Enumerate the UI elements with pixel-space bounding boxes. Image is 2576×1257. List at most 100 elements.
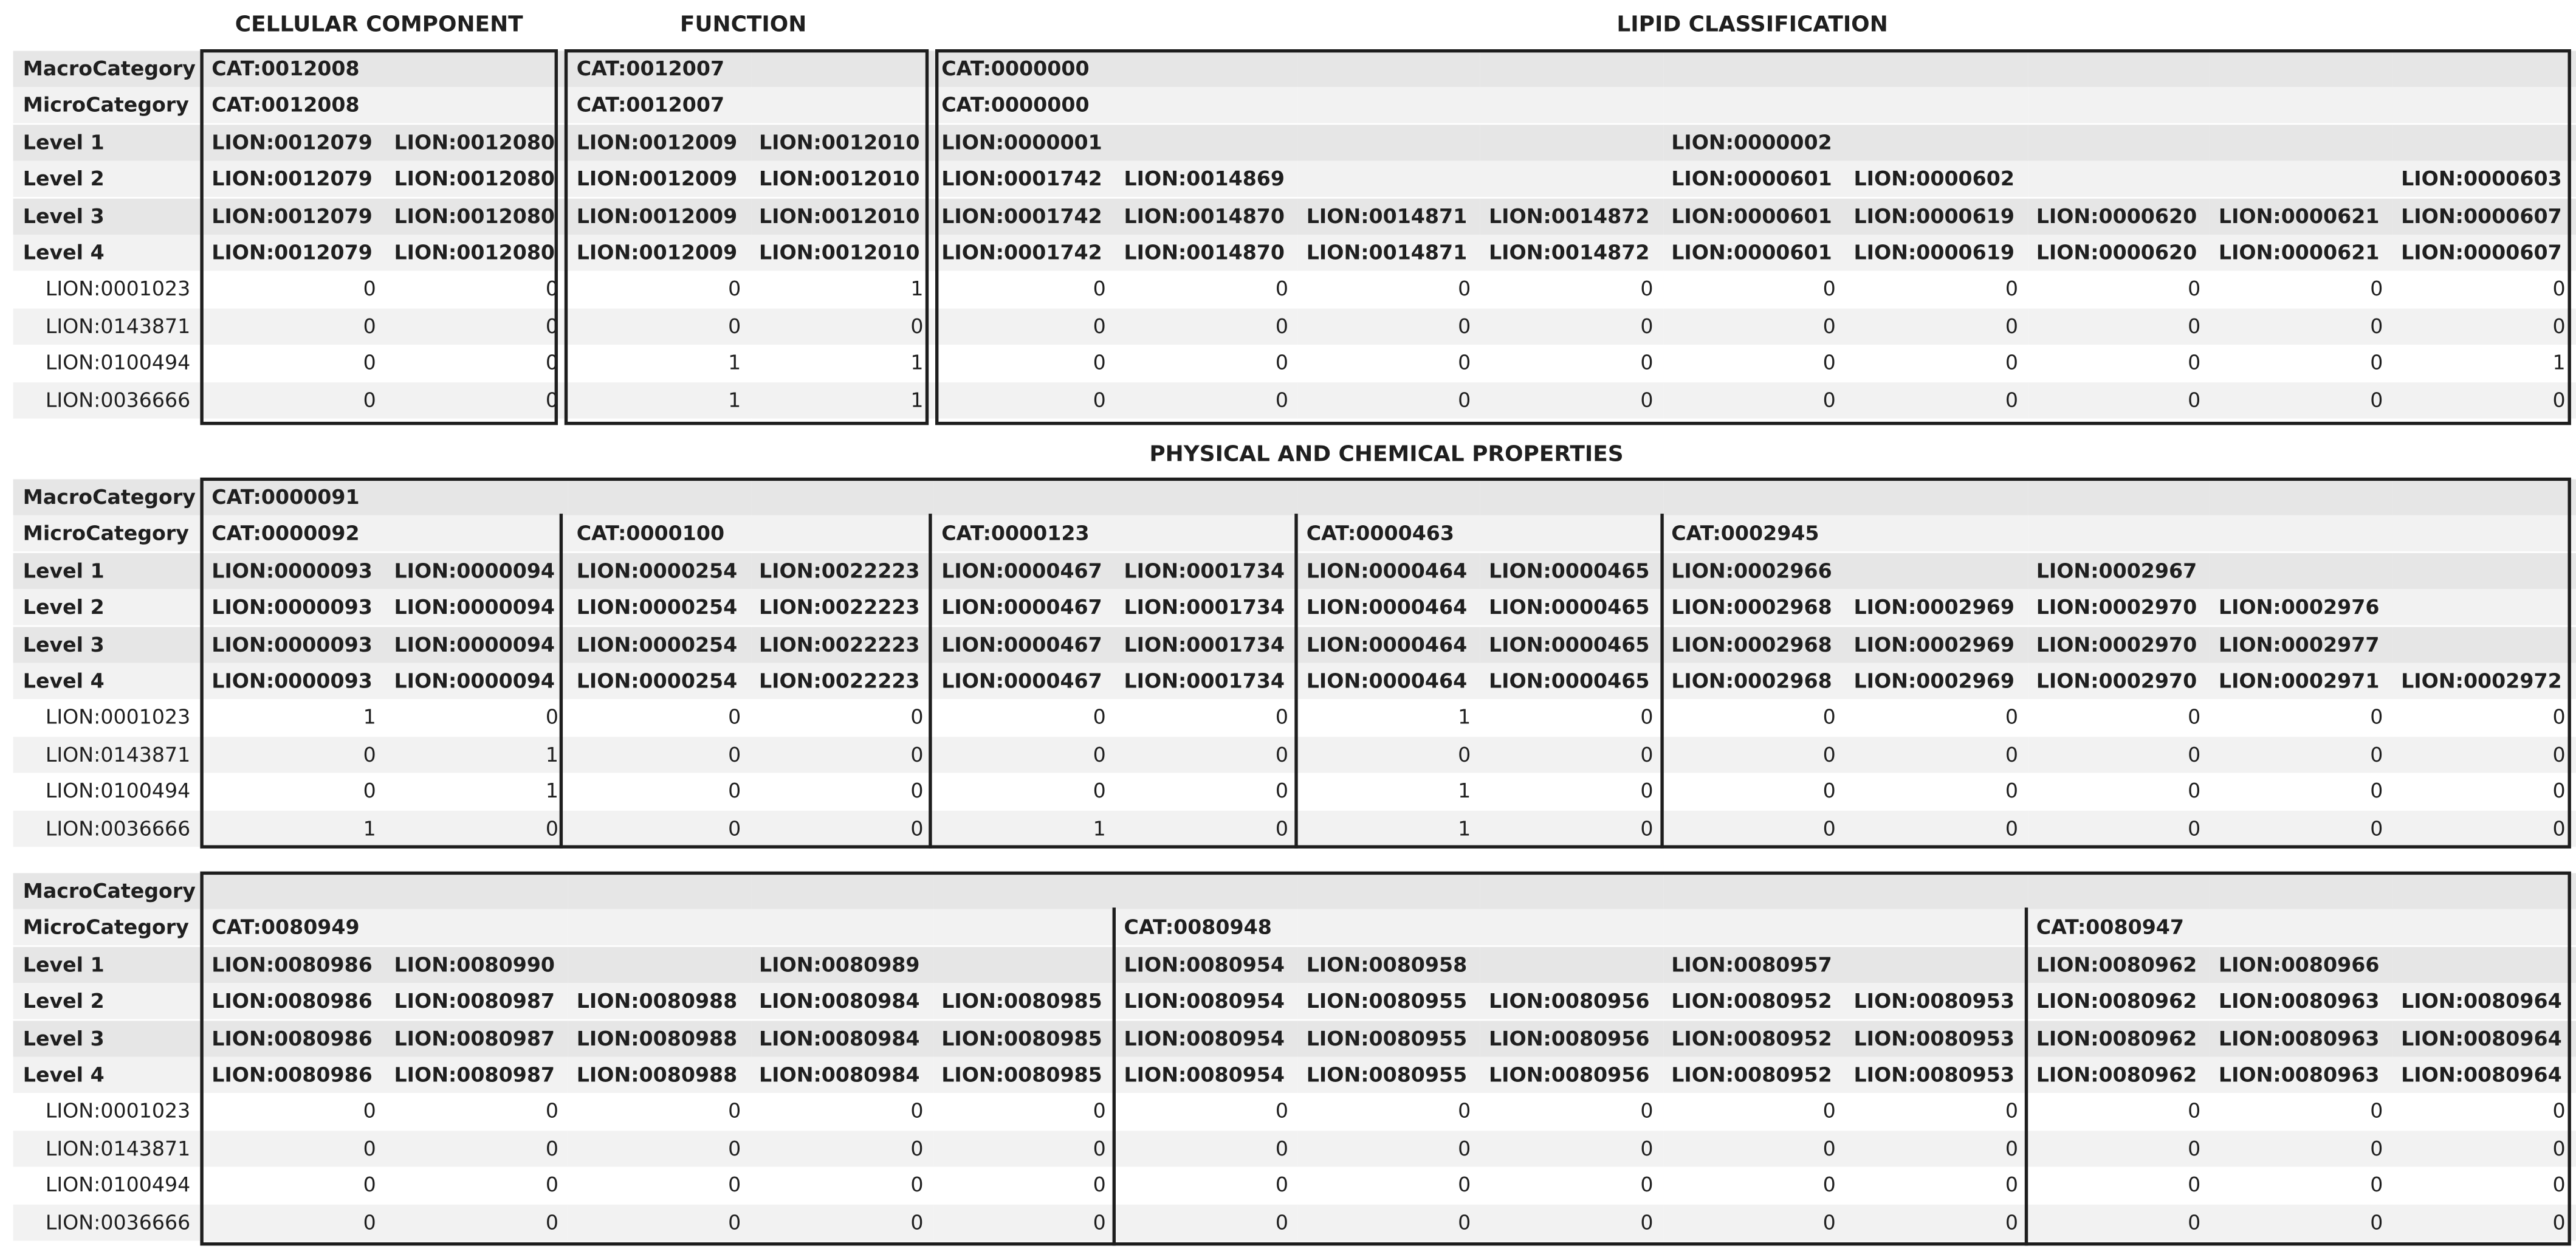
value-cell: 0 xyxy=(1663,700,1846,736)
value-cell: 0 xyxy=(386,810,569,847)
category-id-cell: CAT:0000092 xyxy=(203,515,386,553)
category-id-cell xyxy=(1663,50,1846,88)
category-id-cell: LION:0000254 xyxy=(568,663,751,700)
category-id-cell: LION:0000093 xyxy=(203,589,386,626)
category-id-cell: LION:0012080 xyxy=(386,124,569,161)
value-cell: 0 xyxy=(1480,736,1663,773)
row-lipid-id: LION:0143871 xyxy=(13,736,201,773)
value-cell: 0 xyxy=(203,773,386,810)
category-id-cell xyxy=(1116,479,1299,515)
category-id-cell: LION:0002976 xyxy=(2210,589,2393,626)
row-lipid-id: LION:0036666 xyxy=(13,1204,201,1241)
value-cell: 0 xyxy=(933,271,1116,308)
row-label: Level 2 xyxy=(13,161,201,198)
category-id-cell: LION:0080958 xyxy=(1298,946,1481,983)
value-cell: 0 xyxy=(2028,1093,2211,1130)
header-row: Level 4 LION:0080986 LION:0080987 LION:0080… xyxy=(13,1056,2575,1093)
category-id-cell: CAT:0000000 xyxy=(933,50,1116,88)
category-id-cell: LION:0080953 xyxy=(1845,1020,2028,1056)
category-id-cell: LION:0012010 xyxy=(750,124,933,161)
value-cell: 0 xyxy=(2028,1167,2211,1204)
table-row: LION:0143871 0 0 0 0 0 0 0 0 0 0 0 0 0 xyxy=(13,308,2575,345)
category-id-cell: LION:0012079 xyxy=(203,161,386,198)
category-id-cell: LION:0002970 xyxy=(2028,663,2211,700)
header-row: MicroCategory CAT:0080949 CAT:0080948 CAT:0… xyxy=(13,909,2575,946)
value-cell: 0 xyxy=(1845,1093,2028,1130)
header-row: Level 2 LION:0012079 LION:0012080 LION:0012… xyxy=(13,161,2575,198)
category-id-cell: LION:0000467 xyxy=(933,626,1116,663)
value-cell: 0 xyxy=(2392,1093,2575,1130)
value-cell: 0 xyxy=(1298,308,1481,345)
value-cell: 1 xyxy=(2392,345,2575,381)
category-id-cell: LION:0000465 xyxy=(1480,663,1663,700)
value-cell: 0 xyxy=(1298,1167,1481,1204)
category-id-cell xyxy=(2392,50,2575,88)
category-id-cell xyxy=(1480,946,1663,983)
value-cell: 0 xyxy=(1845,271,2028,308)
category-id-cell: LION:0022223 xyxy=(750,663,933,700)
category-id-cell xyxy=(2392,88,2575,124)
category-id-cell xyxy=(2028,88,2211,124)
row-label: MacroCategory xyxy=(13,873,201,909)
value-cell: 0 xyxy=(386,345,569,381)
category-id-cell: LION:0012080 xyxy=(386,198,569,235)
category-id-cell: LION:0012080 xyxy=(386,161,569,198)
category-id-cell: LION:0080955 xyxy=(1298,1056,1481,1093)
value-cell: 0 xyxy=(2028,271,2211,308)
category-id-cell: LION:0000464 xyxy=(1298,663,1481,700)
value-cell: 0 xyxy=(933,1204,1116,1241)
category-id-cell: LION:0012079 xyxy=(203,124,386,161)
category-id-cell: LION:0080954 xyxy=(1116,1056,1299,1093)
category-id-cell: LION:0000465 xyxy=(1480,626,1663,663)
category-id-cell: LION:0000620 xyxy=(2028,235,2211,271)
value-cell: 0 xyxy=(1116,382,1299,418)
header-row: Level 3 LION:0000093 LION:0000094 LION:0000… xyxy=(13,626,2575,663)
value-cell: 1 xyxy=(750,345,933,381)
header-row: Level 1 LION:0000093 LION:0000094 LION:0000… xyxy=(13,553,2575,589)
value-cell: 0 xyxy=(1663,1204,1846,1241)
section-title-cellular-component: CELLULAR COMPONENT xyxy=(235,13,523,38)
value-cell: 0 xyxy=(2028,736,2211,773)
table-row: LION:0001023 0 0 0 1 0 0 0 0 0 0 0 0 0 xyxy=(13,271,2575,308)
category-id-cell: LION:0080962 xyxy=(2028,1056,2211,1093)
category-id-cell xyxy=(750,909,933,946)
category-id-cell xyxy=(2392,124,2575,161)
value-cell: 0 xyxy=(386,1130,569,1167)
category-id-cell: LION:0080986 xyxy=(203,983,386,1020)
category-id-cell xyxy=(1116,515,1299,553)
category-id-cell xyxy=(2392,946,2575,983)
category-id-cell xyxy=(750,515,933,553)
category-id-cell: LION:0000093 xyxy=(203,663,386,700)
category-id-cell: LION:0080984 xyxy=(750,1020,933,1056)
category-id-cell: LION:0014869 xyxy=(1116,161,1299,198)
section-title-physical-chemical: PHYSICAL AND CHEMICAL PROPERTIES xyxy=(1149,443,1624,468)
value-cell: 0 xyxy=(1480,1204,1663,1241)
value-cell: 0 xyxy=(1663,1130,1846,1167)
category-id-cell: LION:0080955 xyxy=(1298,983,1481,1020)
category-id-cell xyxy=(1116,88,1299,124)
category-id-cell xyxy=(2392,553,2575,589)
category-id-cell: LION:0000254 xyxy=(568,589,751,626)
row-label: Level 4 xyxy=(13,235,201,271)
row-label: Level 4 xyxy=(13,1056,201,1093)
value-cell: 0 xyxy=(568,773,751,810)
category-id-cell: LION:0012010 xyxy=(750,198,933,235)
value-cell: 0 xyxy=(2392,810,2575,847)
category-id-cell xyxy=(1298,124,1481,161)
category-id-cell: LION:0022223 xyxy=(750,553,933,589)
value-cell: 0 xyxy=(1480,308,1663,345)
value-cell: 0 xyxy=(2028,1204,2211,1241)
category-id-cell xyxy=(750,88,933,124)
value-cell: 0 xyxy=(750,773,933,810)
category-id-cell: CAT:0012008 xyxy=(203,50,386,88)
category-id-cell: LION:0014870 xyxy=(1116,235,1299,271)
category-id-cell xyxy=(386,50,569,88)
value-cell: 1 xyxy=(386,736,569,773)
value-cell: 0 xyxy=(1116,271,1299,308)
value-cell: 0 xyxy=(750,1130,933,1167)
category-id-cell: LION:0012009 xyxy=(568,198,751,235)
category-id-cell: CAT:0012008 xyxy=(203,88,386,124)
category-id-cell xyxy=(2392,479,2575,515)
category-id-cell xyxy=(1480,161,1663,198)
